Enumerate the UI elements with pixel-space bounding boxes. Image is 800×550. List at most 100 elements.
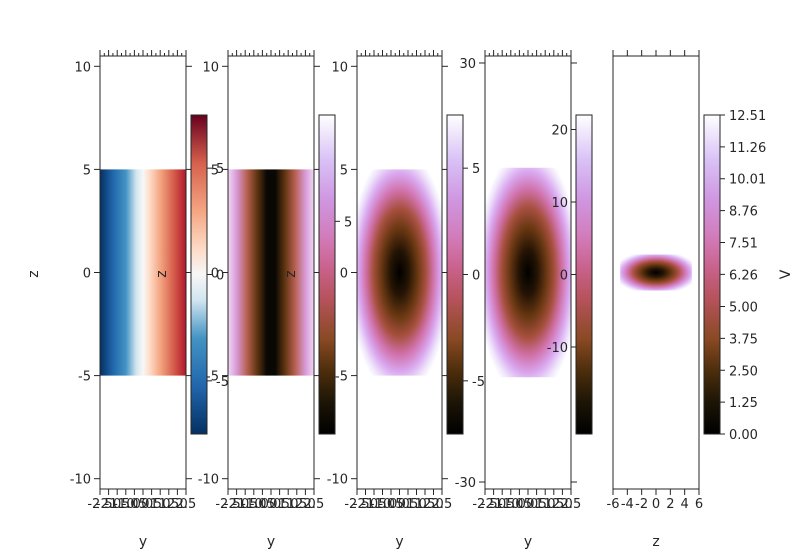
y-tick-label: 5 [83,163,91,178]
colorbar-tick-label: 20 [551,124,568,139]
x-tick-label: -1.0 [241,497,266,512]
y-tick-label: -10 [327,473,348,488]
x-tick-label: 0.0 [133,497,154,512]
colorbar-gradient [190,114,208,435]
x-tick-label: 0.5 [141,497,162,512]
x-tick-label: 2.0 [423,497,444,512]
x-tick-label: 6 [695,497,703,512]
colorbar-gradient [446,114,464,435]
x-axis-label: y [139,534,147,550]
colorbar-tick-label: 5.00 [729,301,758,316]
subplot-panels: -2.5-2.0-1.5-1.0-0.50.00.51.01.52.02.5-1… [26,50,794,550]
x-tick-label: -2.0 [353,497,378,512]
x-axis-label: z [652,534,659,550]
x-tick-label: -1.0 [113,497,138,512]
x-tick-label: 1.0 [150,497,171,512]
subplot-2: -2.5-2.0-1.5-1.0-0.50.00.51.01.52.02.5-1… [154,50,352,550]
y-axis-label: z [26,270,42,277]
x-tick-label: -1.5 [105,497,130,512]
colorbar-tick-label: 0 [216,269,224,284]
heatmap-image [100,169,186,376]
colorbar-4: -10 0 10 20 [547,114,593,435]
heatmap-image [485,167,571,378]
colorbar-gradient [703,114,721,435]
x-axis-label: y [524,534,532,550]
y-tick-label: -5 [335,370,348,385]
colorbar-3: -5 0 5 [446,114,485,435]
x-tick-label: -0.5 [507,497,532,512]
x-tick-label: 2.0 [295,497,316,512]
x-tick-label: 1.5 [415,497,436,512]
colorbar-tick-label: 0 [472,269,480,284]
colorbar-tick-label: 5 [472,162,480,177]
x-tick-label: -1.5 [233,497,258,512]
x-tick-label: -1.5 [361,497,386,512]
x-tick-label: -2.5 [472,497,497,512]
colorbar-tick-label: 12.51 [729,109,766,124]
y-axis-label: z [283,270,299,277]
x-tick-label: -1.0 [498,497,523,512]
x-tick-label: 0 [652,497,660,512]
x-tick-label: 0.0 [518,497,539,512]
heatmap-image [357,169,442,376]
x-tick-label: -1.5 [490,497,515,512]
x-tick-label: 0.0 [261,497,282,512]
x-tick-label: -2.0 [481,497,506,512]
y-tick-label: 0 [340,267,348,282]
x-tick-label: 2.5 [432,497,453,512]
colorbar-tick-label: 1.25 [729,396,758,411]
y-tick-label: 5 [211,163,219,178]
x-tick-label: -2.5 [215,497,240,512]
y-tick-label: -5 [78,370,91,385]
x-tick-label: 0.5 [398,497,419,512]
colorbar-tick-label: 0.00 [729,428,758,443]
subplot-5: -6 -4 -2 0 2 4 6 z 0.00 1.25 2.50 3.75 5.00 6.26 7.51 8… [607,50,794,550]
x-axis-label: y [395,534,403,550]
colorbar-tick-label: 5 [216,162,224,177]
subplot-1: -2.5-2.0-1.5-1.0-0.50.00.51.01.52.02.5-1… [26,50,229,550]
x-tick-label: 2.5 [561,497,582,512]
x-tick-label: -1.0 [370,497,395,512]
y-tick-label: 10 [202,60,219,75]
colorbar-tick-label: 6.26 [729,268,758,283]
y-tick-label: 10 [331,60,348,75]
colorbar-tick-label: 8.76 [729,205,758,220]
y-tick-label: -10 [70,473,91,488]
y-tick-label: 0 [83,267,91,282]
heatmap-image [620,254,692,291]
colorbar-tick-label: 0 [560,269,568,284]
x-tick-label: 4 [681,497,689,512]
colorbar-2: 5 [318,114,352,435]
y-tick-label: -5 [206,370,219,385]
colorbar-tick-label: 7.51 [729,236,758,251]
heatmap-image [228,169,314,376]
x-tick-label: 2.5 [176,497,197,512]
x-tick-label: 1.0 [406,497,427,512]
x-tick-label: -2.0 [96,497,121,512]
x-tick-label: -2.5 [87,497,112,512]
x-tick-label: 2.0 [167,497,188,512]
x-tick-label: 1.5 [286,497,307,512]
y-tick-label: 10 [74,60,91,75]
x-tick-label: -0.5 [378,497,403,512]
colorbar-gradient [575,114,593,435]
x-tick-label: 2.5 [304,497,325,512]
y-axis-label: z [154,270,170,277]
y-tick-label: 0 [211,267,219,282]
x-tick-label: -0.5 [122,497,147,512]
x-tick-label: 1.5 [543,497,564,512]
colorbar-tick-label: 5 [344,215,352,230]
colorbar-gradient [318,114,336,435]
colorbar-tick-label: -10 [547,341,568,356]
colorbar-tick-label: 2.50 [729,364,758,379]
x-tick-label: -2 [635,497,648,512]
x-tick-label: 0.0 [389,497,410,512]
colorbar-1: -5 0 5 [190,114,229,435]
subplot-4: -2.5-2.0-1.5-1.0-0.50.00.51.01.52.02.5 -3… [455,50,593,550]
y-tick-label: -30 [455,476,476,491]
x-tick-label: -6 [607,497,620,512]
y-tick-label: -10 [198,473,219,488]
x-tick-label: 1.5 [158,497,179,512]
x-tick-label: -0.5 [250,497,275,512]
